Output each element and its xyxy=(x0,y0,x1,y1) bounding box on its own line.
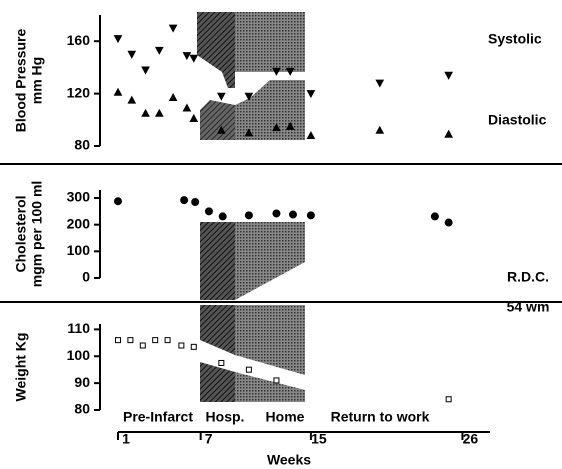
marker xyxy=(189,113,199,122)
marker xyxy=(180,196,189,205)
marker xyxy=(168,24,178,33)
marker xyxy=(127,95,137,104)
marker xyxy=(272,123,281,132)
marker xyxy=(285,121,295,130)
annotation: R.D.C. xyxy=(507,269,549,285)
y-axis-label: mm Hg xyxy=(29,57,45,104)
y-tick-label: 0 xyxy=(82,269,90,285)
y-axis-label: Blood Pressure xyxy=(13,29,29,133)
annotation: Return to work xyxy=(331,409,430,425)
marker xyxy=(445,396,452,403)
marker xyxy=(244,211,253,220)
marker xyxy=(139,342,146,349)
marker xyxy=(204,207,213,216)
marker xyxy=(272,209,281,218)
x-tick-label: 7 xyxy=(205,431,213,447)
shading xyxy=(197,12,305,402)
annotation: 54 wm xyxy=(507,299,550,315)
marker xyxy=(127,50,137,59)
y-tick-label: 100 xyxy=(67,347,91,363)
marker xyxy=(191,198,200,206)
marker xyxy=(430,212,439,221)
marker xyxy=(244,92,254,101)
marker xyxy=(182,52,192,61)
legend-label: Systolic xyxy=(488,31,542,47)
marker xyxy=(218,212,227,221)
x-tick-label: 1 xyxy=(122,431,130,447)
y-axis-label: Weight Kg xyxy=(13,333,29,402)
marker xyxy=(127,337,134,344)
marker xyxy=(218,359,225,366)
marker xyxy=(141,66,150,75)
y-tick-label: 120 xyxy=(67,84,91,100)
marker xyxy=(216,125,226,134)
legend-label: Diastolic xyxy=(488,112,547,128)
marker xyxy=(272,67,281,76)
annotation: Home xyxy=(266,409,305,425)
marker xyxy=(113,87,123,96)
marker xyxy=(244,128,254,137)
x-tick-label: 26 xyxy=(463,431,479,447)
marker xyxy=(375,125,385,134)
marker xyxy=(189,54,199,63)
y-tick-label: 90 xyxy=(74,374,90,390)
marker xyxy=(115,337,121,344)
y-axis-label: mgm per 100 ml xyxy=(29,181,45,288)
marker xyxy=(273,377,280,384)
marker xyxy=(141,108,150,117)
marker xyxy=(444,129,454,138)
y-tick-label: 200 xyxy=(67,215,91,231)
marker xyxy=(182,103,192,112)
marker xyxy=(245,366,252,373)
marker xyxy=(154,46,164,55)
y-tick-label: 160 xyxy=(67,32,91,48)
marker xyxy=(306,130,316,140)
marker xyxy=(168,92,178,102)
y-tick-label: 300 xyxy=(67,189,91,205)
marker xyxy=(178,342,185,349)
marker xyxy=(216,92,226,101)
marker xyxy=(113,35,123,44)
x-tick-label: 15 xyxy=(311,431,327,447)
marker xyxy=(114,197,122,206)
marker xyxy=(164,337,171,344)
marker xyxy=(306,211,315,220)
y-tick-label: 110 xyxy=(67,320,90,336)
marker xyxy=(444,71,454,80)
y-axis-label: Cholesterol xyxy=(13,195,29,272)
y-tick-label: 80 xyxy=(74,137,90,153)
marker xyxy=(375,79,385,88)
annotation: Pre-Infarct xyxy=(123,409,193,425)
marker xyxy=(285,67,295,76)
y-tick-label: 100 xyxy=(67,242,91,258)
marker xyxy=(190,343,197,350)
marker xyxy=(444,218,453,227)
marker xyxy=(152,337,159,344)
marker xyxy=(154,108,164,117)
annotation: Hosp. xyxy=(206,409,245,425)
marker xyxy=(306,90,316,99)
marker xyxy=(288,210,297,219)
y-tick-label: 80 xyxy=(74,401,90,417)
x-axis-label: Weeks xyxy=(267,452,311,468)
